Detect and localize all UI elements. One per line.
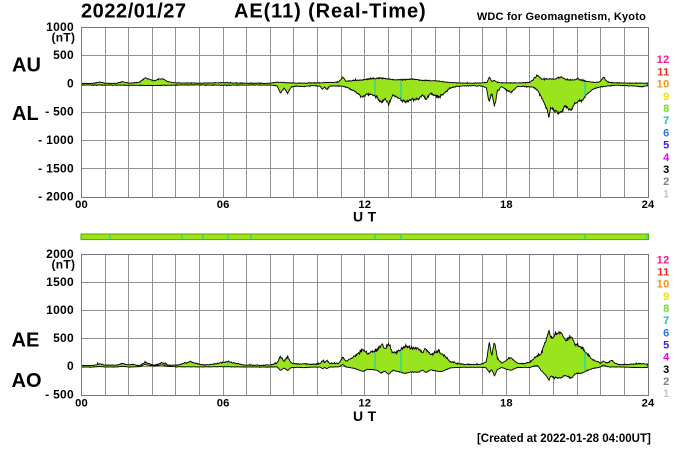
svg-text:11: 11: [657, 267, 669, 279]
svg-text:2: 2: [663, 176, 669, 188]
svg-text:9: 9: [663, 91, 669, 103]
svg-text:12: 12: [657, 54, 670, 66]
svg-text:6: 6: [663, 327, 669, 339]
svg-text:06: 06: [217, 397, 230, 409]
svg-text:U T: U T: [353, 408, 377, 424]
svg-text:1000: 1000: [46, 20, 74, 34]
svg-text:11: 11: [657, 66, 669, 78]
svg-text:5: 5: [663, 339, 669, 351]
svg-text:24: 24: [642, 397, 655, 409]
svg-text:10: 10: [657, 79, 670, 91]
svg-text:2022/01/27: 2022/01/27: [81, 1, 187, 23]
svg-text:7: 7: [663, 115, 669, 127]
svg-text:2000: 2000: [46, 247, 74, 261]
svg-text:- 500: - 500: [45, 105, 74, 119]
svg-text:1500: 1500: [46, 275, 74, 289]
svg-text:4: 4: [663, 352, 670, 364]
svg-text:3: 3: [663, 164, 669, 176]
svg-text:4: 4: [663, 152, 670, 164]
svg-text:AE(11) (Real-Time): AE(11) (Real-Time): [234, 1, 427, 23]
svg-text:12: 12: [358, 397, 371, 409]
svg-text:24: 24: [642, 199, 655, 211]
svg-text:(nT): (nT): [51, 31, 75, 45]
svg-text:8: 8: [663, 303, 669, 315]
svg-text:5: 5: [663, 140, 669, 152]
svg-text:- 2000: - 2000: [38, 190, 74, 204]
svg-text:00: 00: [75, 397, 88, 409]
svg-text:6: 6: [663, 127, 669, 139]
svg-text:AO: AO: [12, 370, 42, 392]
svg-text:500: 500: [53, 48, 74, 62]
svg-text:10: 10: [657, 279, 670, 291]
svg-text:WDC for Geomagnetism, Kyoto: WDC for Geomagnetism, Kyoto: [477, 11, 646, 23]
svg-text:1: 1: [663, 388, 669, 400]
svg-text:[Created at 2022-01-28 04:00UT: [Created at 2022-01-28 04:00UT]: [477, 433, 651, 445]
svg-text:2: 2: [663, 376, 669, 388]
svg-text:1000: 1000: [46, 303, 74, 317]
svg-text:- 1000: - 1000: [38, 133, 74, 147]
svg-text:500: 500: [53, 331, 74, 345]
svg-text:12: 12: [657, 254, 670, 266]
svg-text:06: 06: [217, 199, 230, 211]
svg-text:U T: U T: [353, 209, 377, 225]
svg-text:- 1500: - 1500: [38, 161, 74, 175]
svg-text:0: 0: [67, 77, 74, 91]
svg-text:9: 9: [663, 291, 669, 303]
svg-text:AU: AU: [12, 54, 41, 76]
svg-text:12: 12: [358, 199, 371, 211]
svg-text:18: 18: [500, 397, 513, 409]
svg-text:3: 3: [663, 364, 669, 376]
svg-text:AE: AE: [12, 330, 40, 352]
svg-text:0: 0: [67, 359, 74, 373]
svg-text:00: 00: [75, 199, 88, 211]
svg-text:AL: AL: [12, 103, 39, 125]
svg-text:8: 8: [663, 103, 669, 115]
svg-text:7: 7: [663, 315, 669, 327]
svg-text:1: 1: [663, 188, 669, 200]
svg-text:(nT): (nT): [51, 257, 75, 271]
svg-text:- 500: - 500: [45, 387, 74, 401]
svg-text:18: 18: [500, 199, 513, 211]
